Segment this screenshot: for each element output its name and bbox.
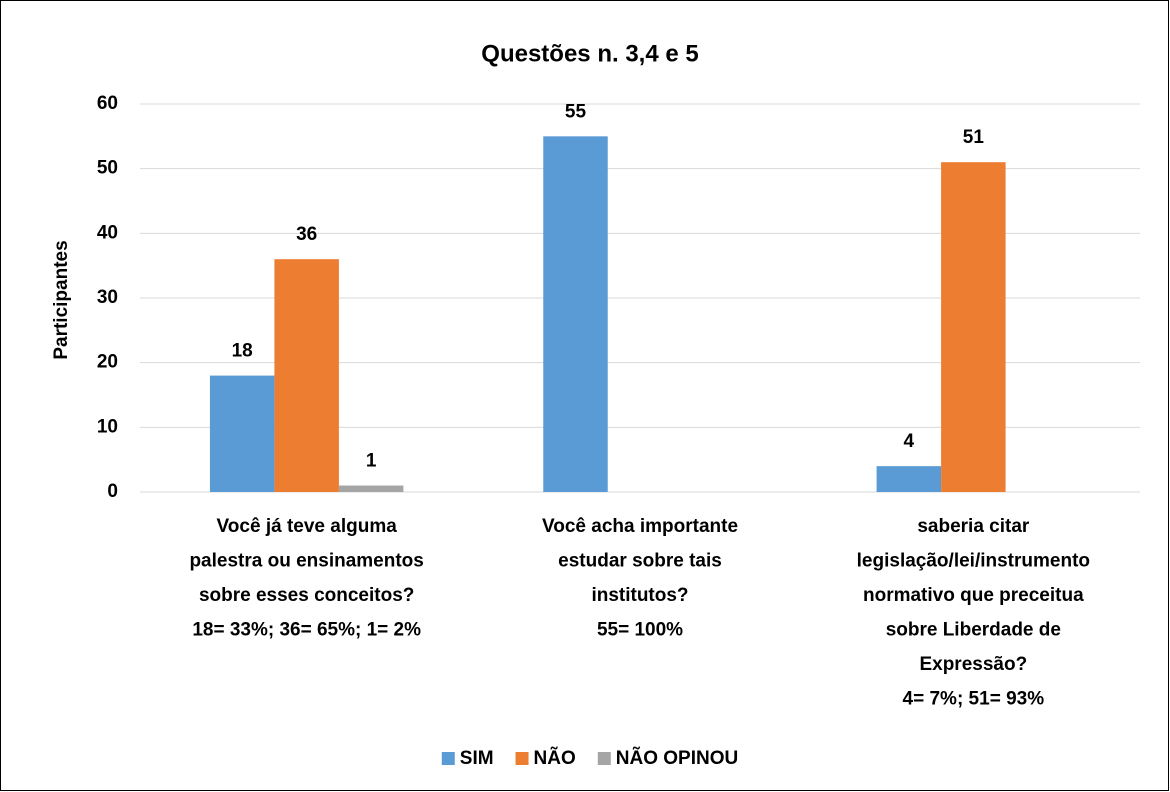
x-tick-label: Expressão? [919,654,1027,675]
bar [338,485,404,492]
data-label: 1 [366,451,377,472]
legend-swatch [441,752,455,765]
x-tick-label: sobre esses conceitos? [199,585,414,606]
data-label: 18 [232,341,253,362]
y-tick-label: 10 [97,416,118,437]
y-tick-label: 40 [97,222,118,243]
x-tick-label: sobre Liberdade de [886,620,1061,641]
y-tick-label: 0 [107,481,118,502]
x-tick-label: Você acha importante [542,516,738,537]
legend-swatch [597,752,611,765]
data-label: 4 [904,431,915,452]
legend-label: SIM [460,748,494,769]
bar [941,162,1006,492]
bar [209,375,275,492]
legend-label: NÃO OPINOU [616,747,738,769]
x-tick-label: normativo que preceitua [863,585,1084,606]
y-tick-label: 30 [97,287,118,308]
bar [543,136,608,493]
legend-label: NÃO [534,747,576,769]
x-tick-label: institutos? [591,585,688,606]
data-label: 36 [296,224,317,245]
legend: SIM NÃO NÃO OPINOU [441,747,738,769]
y-tick-label: 50 [97,158,118,179]
x-tick-label: 4= 7%; 51= 93% [903,689,1045,710]
y-tick-label: 20 [97,352,118,373]
x-tick-label: 18= 33%; 36= 65%; 1= 2% [192,620,421,641]
x-tick-label: legislação/lei/instrumento [857,551,1090,572]
x-tick-label: estudar sobre tais [558,551,722,572]
x-tick-label: Você já teve alguma [217,516,398,537]
bar [876,466,942,492]
legend-swatch [515,752,529,765]
y-tick-label: 60 [97,93,118,114]
x-tick-label: palestra ou ensinamentos [189,551,423,572]
data-label: 51 [963,127,985,148]
x-tick-label: saberia citar [917,516,1030,537]
bar [274,259,339,492]
x-tick-label: 55= 100% [597,620,683,641]
y-axis-label: Participantes [51,240,72,359]
data-label: 55 [565,101,587,122]
chart-title: Questões n. 3,4 e 5 [481,40,698,67]
